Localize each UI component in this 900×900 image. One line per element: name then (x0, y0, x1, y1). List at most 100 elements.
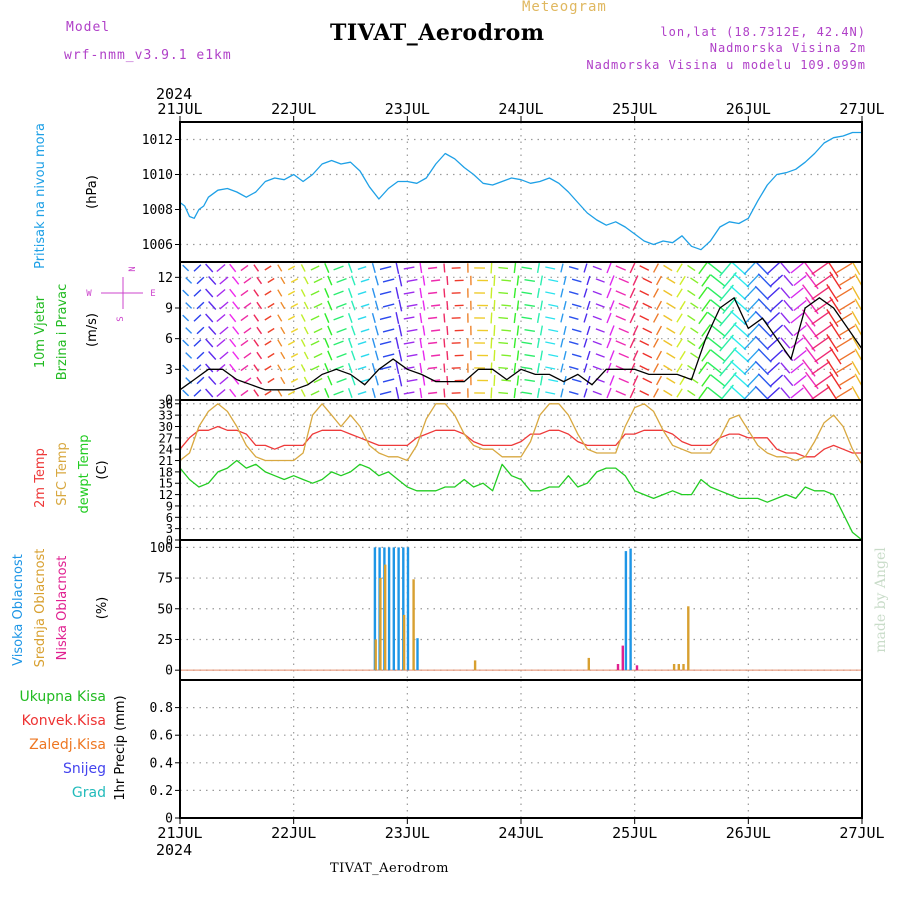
wind-arrow (229, 388, 237, 398)
wind-arrow (595, 328, 605, 333)
wind-arrow (371, 388, 376, 398)
credit-label: made by Angel (873, 547, 889, 653)
wind-arrow (563, 325, 567, 336)
wind-arrow (419, 262, 423, 274)
wind-arrow (560, 338, 564, 348)
wind-arrow (571, 378, 582, 383)
wind-arrow (379, 340, 392, 346)
wind-arrow (493, 375, 496, 386)
wind-arrow (632, 350, 639, 361)
wind-arrow (205, 288, 214, 298)
wind-arrow (592, 340, 602, 346)
wind-arrow (826, 359, 839, 377)
wind-arrow (428, 341, 438, 345)
wind-arrow (300, 364, 306, 372)
wind-arrow (395, 287, 400, 299)
wind-arrow (208, 276, 217, 285)
wind-arrow (722, 371, 737, 390)
wind-arrow (836, 387, 853, 399)
y-tick-label: 1008 (142, 203, 173, 218)
y-tick-label: 0.2 (150, 784, 173, 799)
y-tick-label: 30 (159, 420, 173, 434)
wind-arrow (205, 263, 214, 273)
wind-arrow (615, 315, 626, 321)
wind-arrow (379, 390, 392, 396)
wind-arrow (267, 327, 275, 334)
temp-label-2m: 2m Temp (33, 448, 48, 508)
wind-arrow (586, 275, 591, 286)
temperature-series-line (179, 425, 862, 458)
wind-arrow (350, 325, 356, 336)
wind-arrow (490, 312, 493, 324)
wind-arrow (722, 346, 737, 365)
wind-arrow (327, 350, 333, 361)
wind-arrow (498, 366, 509, 370)
wind-arrow (592, 265, 602, 271)
wind-arrow (719, 359, 734, 377)
wind-arrow (783, 274, 794, 287)
precip-legend-item: Ukupna Kisa (19, 689, 106, 705)
wind-arrow (371, 313, 376, 323)
wind-arrow (446, 326, 449, 335)
wind-arrow (446, 301, 449, 310)
wind-arrow (300, 264, 306, 272)
wind-arrow (743, 286, 757, 300)
x-tick-label: 22JUL (271, 100, 316, 118)
wind-arrow (710, 299, 726, 312)
wind-arrow (382, 303, 395, 308)
wind-arrow (327, 325, 333, 336)
wind-arrow (403, 391, 415, 395)
wind-arrow (516, 325, 520, 336)
wind-arrow (406, 303, 418, 308)
model-elevation: Nadmorska Visina u modelu 109.099m (586, 58, 866, 72)
wind-arrow (754, 360, 769, 376)
wind-arrow (545, 291, 556, 295)
wind-arrow (690, 352, 699, 359)
cloud-bar (384, 564, 387, 671)
cloud-bar (616, 664, 620, 671)
wind-arrow (290, 278, 299, 283)
wind-arrow (374, 300, 379, 311)
wind-arrow (793, 324, 807, 337)
wind-arrow (829, 271, 842, 290)
wind-arrow (701, 274, 711, 287)
wind-arrow (324, 288, 330, 298)
wind-arrow (310, 265, 320, 271)
cloud-bar (621, 645, 624, 671)
precip-unit: 1hr Precip (mm) (113, 695, 128, 800)
wind-arrow (398, 374, 403, 387)
wind-arrow (256, 301, 263, 310)
x-tick-label: 25JUL (612, 824, 657, 842)
wind-arrow (256, 276, 263, 285)
temp-label-sfc: SFC Temp (55, 442, 70, 506)
wind-arrow (398, 299, 403, 312)
compass-east: E (150, 289, 155, 299)
wind-arrow (545, 316, 556, 320)
wind-arrow (719, 309, 734, 327)
wind-arrow (516, 275, 520, 286)
wind-arrow (698, 311, 708, 325)
wind-arrow (793, 374, 807, 387)
wind-label-1: 10m Vjetar (33, 295, 48, 368)
wind-arrow (406, 353, 418, 358)
wind-arrow (219, 276, 229, 285)
wind-arrow (618, 277, 629, 284)
wind-arrow (583, 338, 588, 348)
wind-arrow (676, 338, 683, 348)
wind-arrow (687, 389, 696, 397)
wind-arrow (652, 263, 660, 273)
wind-arrow (568, 291, 579, 295)
wind-arrow (710, 374, 726, 387)
y-tick-label: 33 (159, 409, 173, 423)
wind-arrow (829, 371, 842, 390)
wind-arrow (428, 391, 438, 395)
wind-arrow (513, 262, 517, 274)
wind-arrow (182, 264, 190, 272)
wind-arrow (851, 385, 861, 400)
wind-arrow (743, 386, 757, 400)
wind-arrow (690, 277, 699, 284)
wind-arrow (419, 287, 423, 299)
wind-arrow (277, 314, 283, 322)
wind-arrow (730, 360, 747, 376)
wind-arrow (560, 263, 564, 273)
